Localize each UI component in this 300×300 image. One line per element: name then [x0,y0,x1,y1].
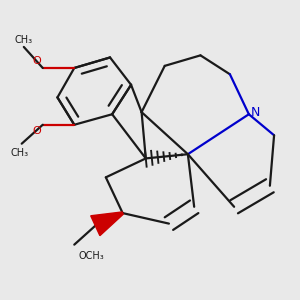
Text: CH₃: CH₃ [11,148,29,158]
Text: O: O [32,56,40,66]
Polygon shape [91,212,123,236]
Text: O: O [32,126,40,136]
Text: N: N [251,106,260,118]
Text: CH₃: CH₃ [15,35,33,45]
Text: OCH₃: OCH₃ [79,251,104,261]
